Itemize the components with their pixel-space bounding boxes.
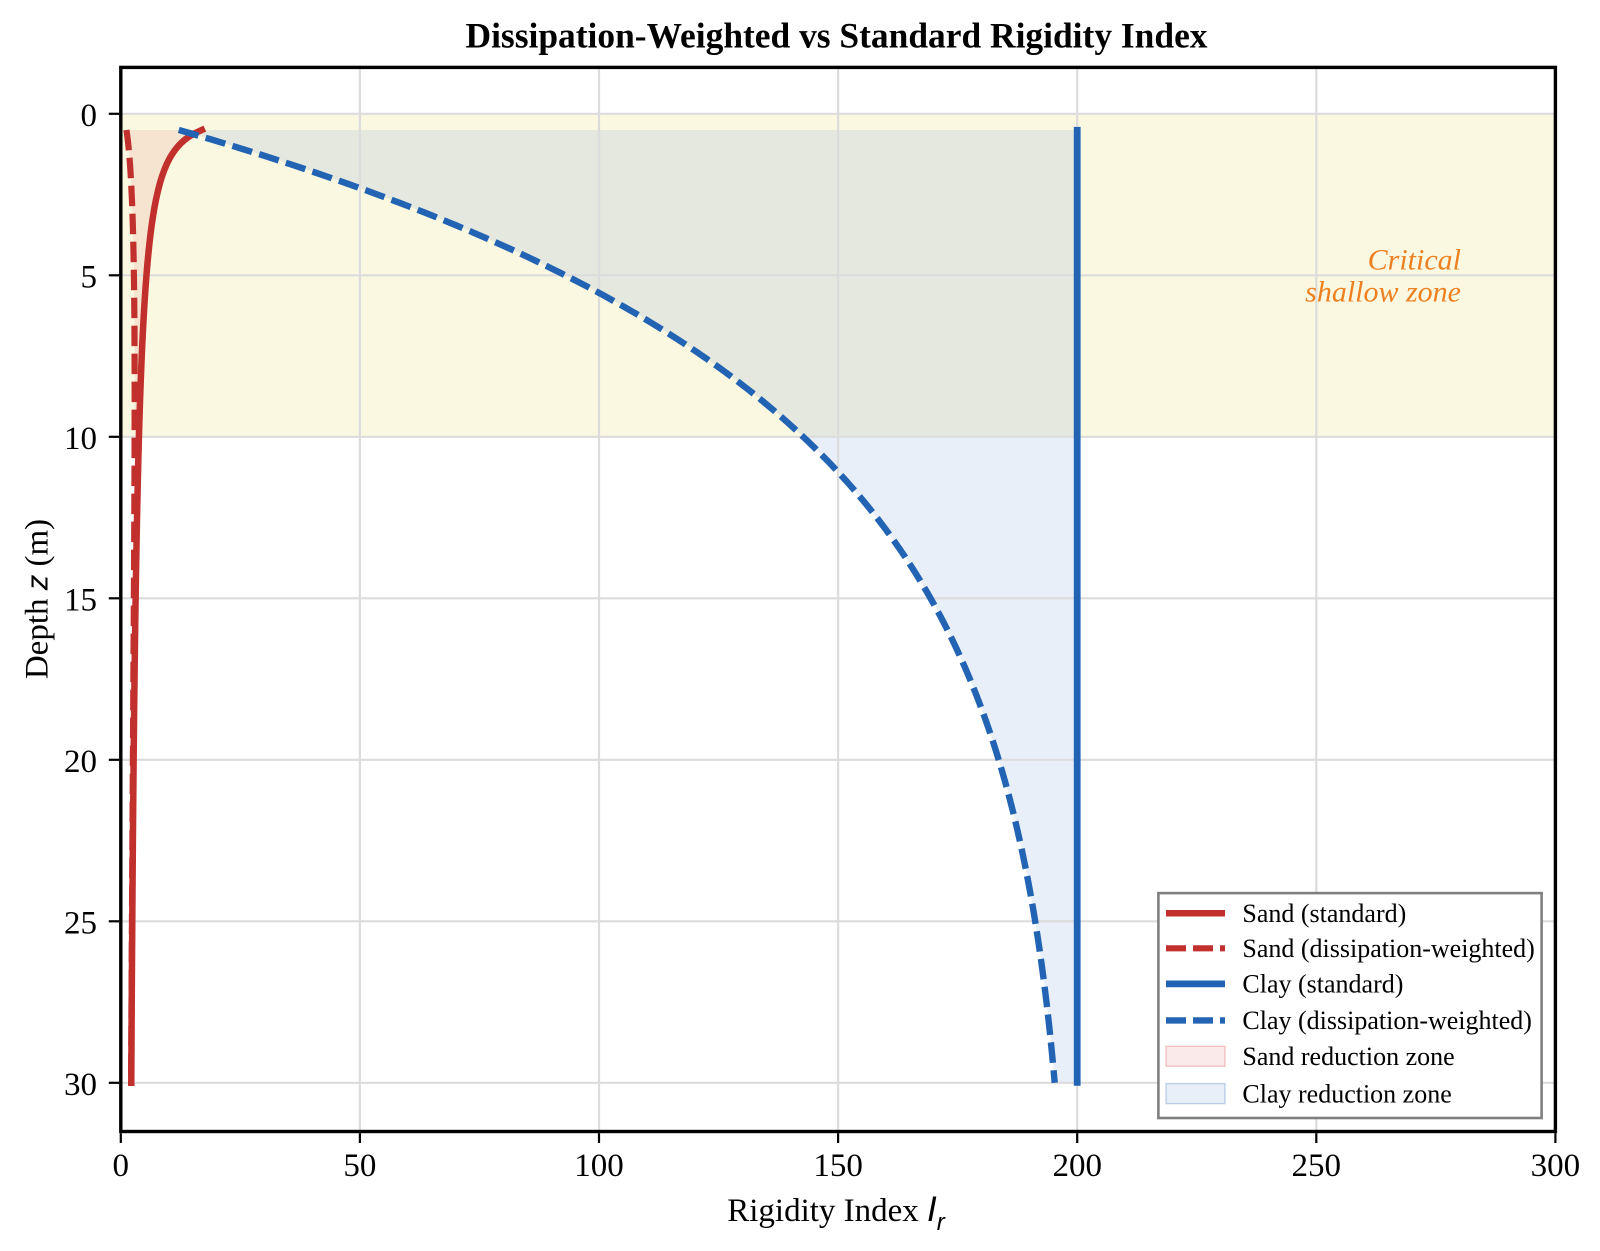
- svg-text:100: 100: [574, 1148, 624, 1184]
- svg-text:0: 0: [113, 1148, 130, 1184]
- svg-text:30: 30: [64, 1067, 97, 1103]
- svg-text:Sand (standard): Sand (standard): [1242, 899, 1406, 928]
- svg-text:300: 300: [1531, 1148, 1581, 1184]
- svg-text:50: 50: [343, 1148, 376, 1184]
- svg-text:250: 250: [1292, 1148, 1342, 1184]
- svg-text:Clay (standard): Clay (standard): [1242, 970, 1403, 999]
- svg-text:Rigidity Index Ir: Rigidity Index Ir: [727, 1190, 946, 1236]
- svg-text:Depth z (m): Depth z (m): [20, 519, 56, 679]
- svg-text:25: 25: [64, 905, 97, 941]
- svg-text:Sand (dissipation-weighted): Sand (dissipation-weighted): [1242, 934, 1534, 963]
- svg-text:Sand reduction zone: Sand reduction zone: [1242, 1042, 1454, 1071]
- svg-text:200: 200: [1052, 1148, 1102, 1184]
- svg-text:shallow zone: shallow zone: [1305, 276, 1461, 309]
- svg-text:10: 10: [64, 421, 97, 457]
- svg-text:0: 0: [81, 98, 98, 134]
- svg-text:Clay reduction zone: Clay reduction zone: [1242, 1079, 1451, 1108]
- svg-text:20: 20: [64, 744, 97, 780]
- svg-text:Critical: Critical: [1368, 244, 1461, 277]
- svg-text:15: 15: [64, 582, 97, 618]
- svg-text:5: 5: [81, 259, 98, 295]
- svg-text:150: 150: [813, 1148, 863, 1184]
- svg-text:Dissipation-Weighted vs Standa: Dissipation-Weighted vs Standard Rigidit…: [466, 16, 1208, 56]
- svg-text:Clay (dissipation-weighted): Clay (dissipation-weighted): [1242, 1006, 1532, 1035]
